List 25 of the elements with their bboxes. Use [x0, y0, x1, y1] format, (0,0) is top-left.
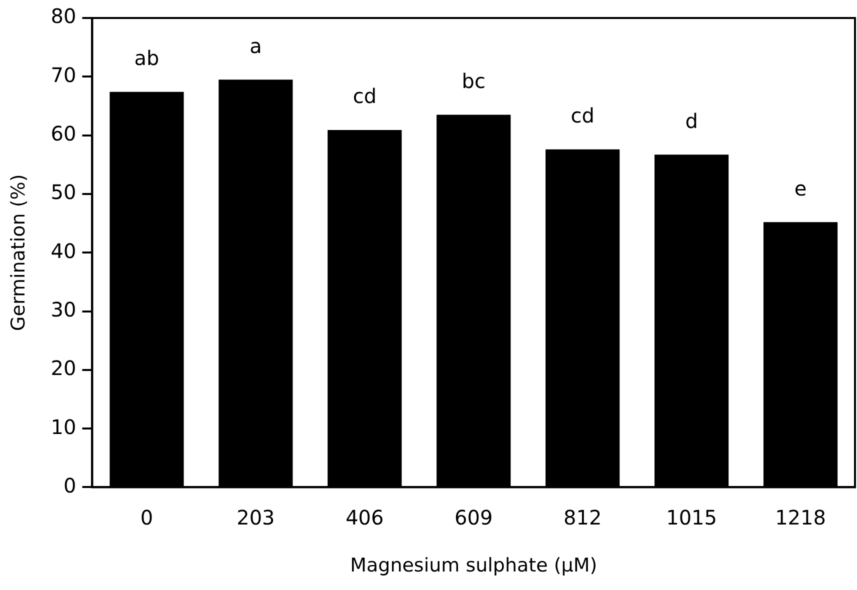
annotation: cd: [570, 104, 594, 128]
y-tick-label: 30: [50, 297, 76, 322]
y-tick-label: 60: [50, 122, 76, 146]
x-tick-label: 812: [563, 505, 602, 530]
y-tick-label: 80: [50, 4, 76, 28]
y-tick-label: 0: [64, 473, 76, 498]
y-tick-label: 40: [50, 238, 76, 263]
x-tick-label: 203: [236, 505, 275, 530]
annotation: ab: [134, 46, 160, 70]
annotation: bc: [462, 68, 486, 93]
x-tick-label: 1218: [775, 505, 826, 530]
y-tick-label: 10: [50, 414, 76, 439]
y-tick-label: 20: [50, 356, 76, 380]
y-tick-label: 50: [50, 180, 76, 204]
y-axis-title: Germination (%): [7, 174, 30, 331]
x-tick-label: 0: [140, 505, 154, 530]
annotation: cd: [352, 84, 377, 108]
y-tick-label: 70: [50, 62, 76, 87]
annotation: d: [685, 108, 698, 133]
x-tick-label: 1015: [666, 505, 718, 530]
x-tick-label: 609: [454, 505, 493, 530]
x-tick-label: 406: [346, 505, 384, 530]
annotation: a: [250, 34, 262, 58]
x-axis-title: Magnesium sulphate (μM): [350, 554, 598, 577]
annotation: e: [794, 176, 807, 200]
